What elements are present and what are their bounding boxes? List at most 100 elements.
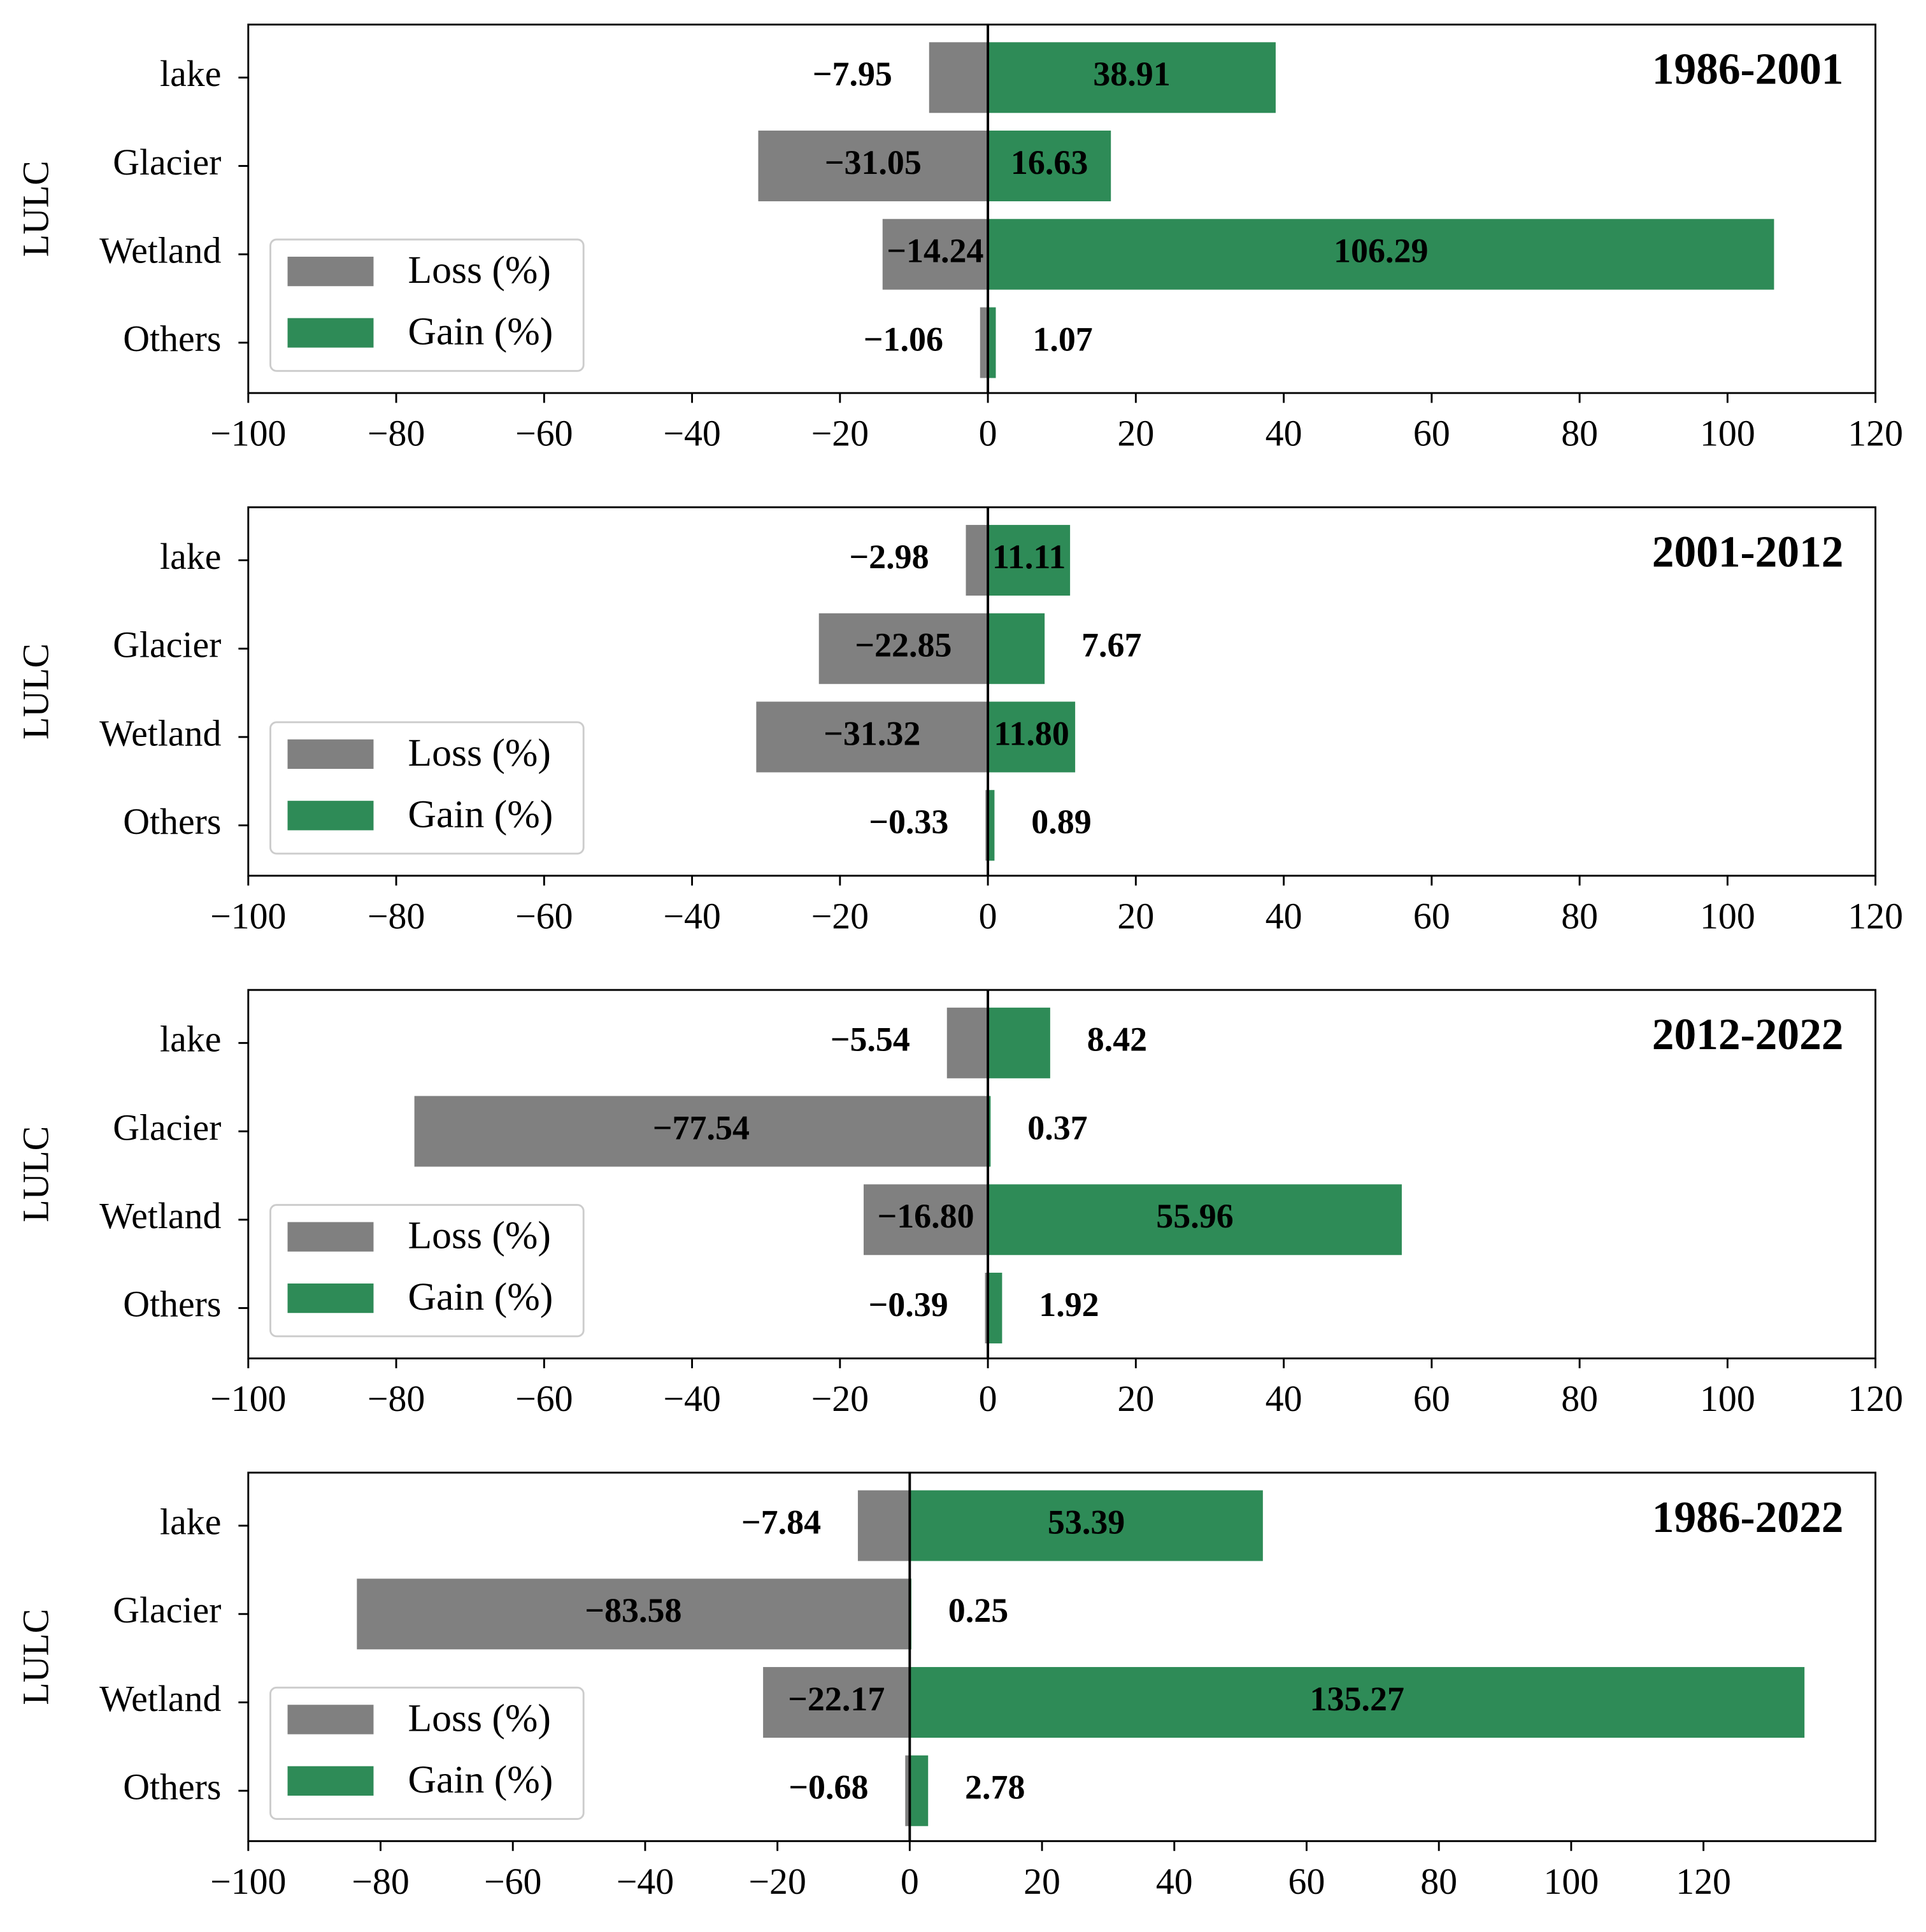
value-label: −31.05 [825,143,922,182]
y-tick-label: Glacier [113,624,221,666]
x-tick-label: 100 [1700,413,1755,454]
y-axis-label: LULC [15,1126,56,1222]
bar [758,131,988,201]
bar [988,218,1774,290]
x-tick-label: 80 [1561,413,1598,454]
legend-label: Gain (%) [408,1758,553,1801]
value-label: −7.95 [813,55,892,93]
legend-swatch [287,1766,374,1796]
y-tick-label: Glacier [113,1589,221,1631]
x-tick-label: 80 [1420,1861,1457,1902]
value-label: −83.58 [585,1591,681,1629]
x-tick-label: 20 [1117,413,1154,454]
x-tick-label: 120 [1676,1861,1731,1902]
legend-swatch [287,1222,374,1252]
legend-swatch [287,739,374,769]
bar [357,1578,910,1650]
x-tick-label: 0 [979,413,997,454]
x-tick-label: −40 [663,1378,720,1419]
x-tick-label: −60 [515,413,573,454]
value-label: −77.54 [653,1108,750,1147]
value-label: −0.39 [869,1285,948,1324]
bar [909,1490,1263,1561]
x-tick-label: 40 [1156,1861,1193,1902]
value-label: 2.78 [965,1768,1025,1807]
y-tick-label: Glacier [113,141,221,183]
value-label: 38.91 [1093,55,1170,93]
bar [946,1007,988,1078]
x-tick-label: 100 [1700,1378,1755,1419]
x-tick-label: −20 [748,1861,806,1902]
value-label: 0.25 [948,1591,1008,1629]
x-tick-label: −40 [663,895,720,936]
y-tick-label: Others [123,801,221,842]
bar [905,1755,910,1826]
plot-frame [247,1471,1877,1842]
x-tick-label: 60 [1413,1378,1450,1419]
x-tick-label: −60 [484,1861,541,1902]
x-tick-label: −20 [811,1378,869,1419]
x-tick-label: −40 [617,1861,674,1902]
bar [988,307,996,378]
bar [414,1096,988,1167]
bar [985,1272,988,1343]
value-label: 0.37 [1027,1108,1087,1147]
legend-swatch [287,1283,374,1313]
value-label: −22.17 [788,1680,885,1718]
bar [988,613,1045,684]
x-tick-label: 0 [979,895,997,936]
period-label: 2001-2012 [1652,527,1844,576]
value-label: 53.39 [1048,1503,1125,1541]
plot-frame [247,506,1877,877]
y-tick-label: Glacier [113,1106,221,1148]
y-tick-label: Others [123,1284,221,1325]
legend-label: Loss (%) [408,731,550,775]
value-label: −7.84 [741,1503,821,1541]
x-tick-label: 80 [1561,1378,1598,1419]
x-tick-label: 120 [1848,1378,1903,1419]
value-label: 1.92 [1039,1285,1099,1324]
legend-swatch [287,256,374,287]
value-label: −16.80 [877,1197,974,1235]
value-label: 7.67 [1081,626,1141,664]
value-label: −31.32 [824,714,920,752]
x-tick-label: −100 [210,413,286,454]
x-tick-label: 60 [1413,413,1450,454]
bar [988,701,1076,773]
plot-frame [247,989,1877,1359]
legend-swatch [287,801,374,831]
value-label: −0.68 [788,1768,868,1807]
plot-frame [247,24,1877,394]
bar [863,1184,988,1256]
legend-label: Gain (%) [408,310,553,354]
x-tick-label: −20 [811,413,869,454]
period-label: 2012-2022 [1652,1010,1844,1059]
legend-label: Loss (%) [408,248,550,292]
x-tick-label: 40 [1266,1378,1302,1419]
period-label: 1986-2022 [1652,1493,1844,1542]
bar [988,42,1276,113]
y-axis-label: LULC [15,643,56,740]
y-tick-label: lake [160,53,221,94]
legend: Loss (%) Gain (%) [269,721,585,855]
x-tick-label: 60 [1413,895,1450,936]
bar [909,1755,929,1826]
x-tick-label: −100 [210,895,286,936]
period-label: 1986-2001 [1652,45,1844,94]
y-tick-label: Others [123,318,221,359]
x-tick-label: 0 [979,1378,997,1419]
x-tick-label: −20 [811,895,869,936]
x-tick-label: −100 [210,1378,286,1419]
x-tick-label: 100 [1700,895,1755,936]
y-tick-label: Others [123,1766,221,1808]
bar [988,1096,991,1167]
legend-label: Gain (%) [408,1275,553,1319]
x-tick-label: 20 [1117,1378,1154,1419]
value-label: 11.11 [992,538,1066,576]
x-tick-label: −80 [367,1378,425,1419]
value-label: 0.89 [1031,803,1091,841]
x-tick-label: −80 [367,895,425,936]
value-label: −1.06 [864,320,943,358]
